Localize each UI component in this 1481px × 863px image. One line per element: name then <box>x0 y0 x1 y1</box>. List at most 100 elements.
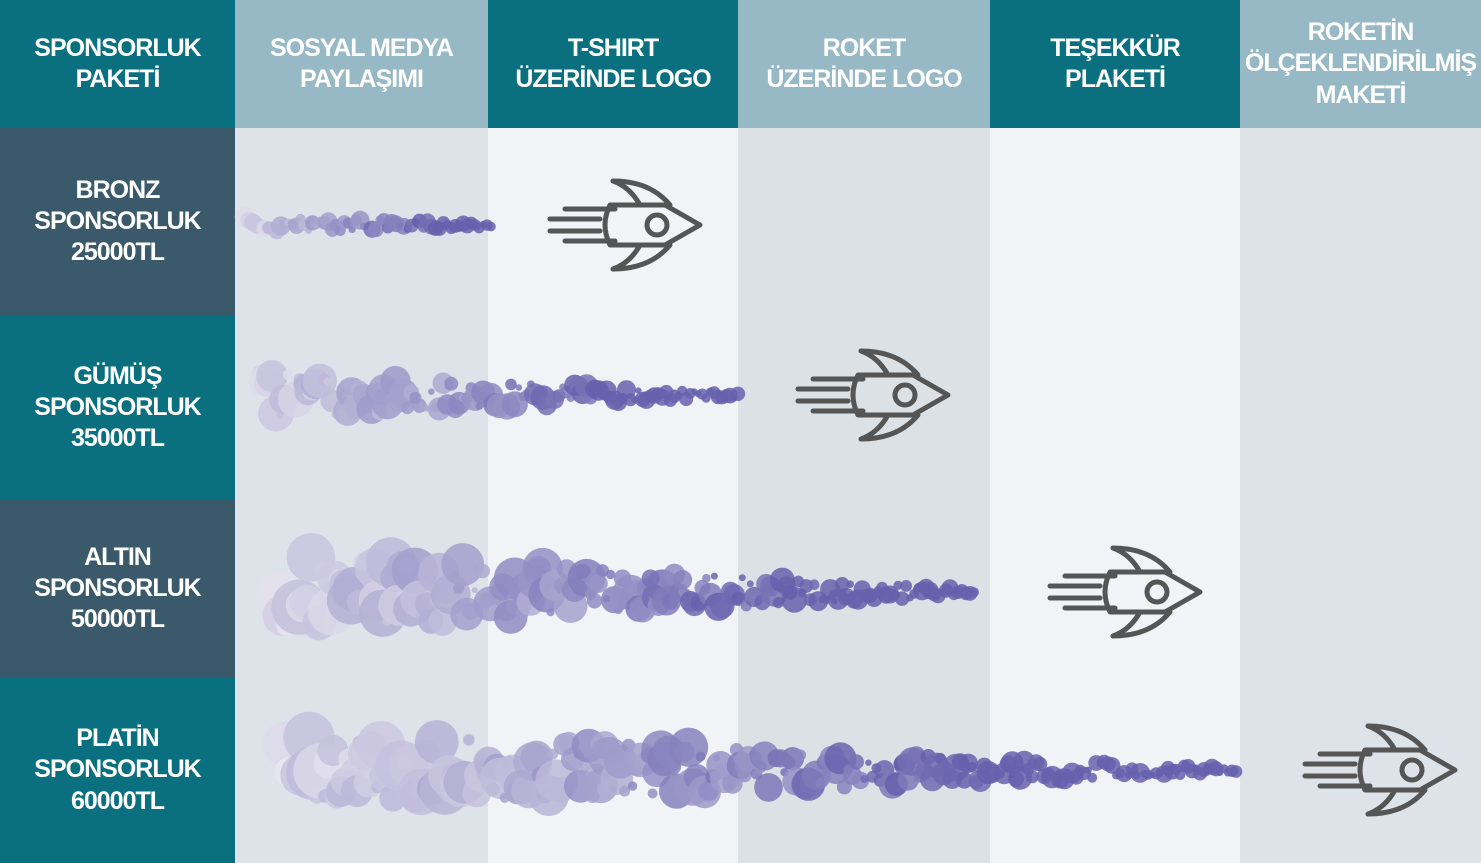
smoke <box>428 388 435 396</box>
smoke <box>746 580 754 588</box>
smoke <box>471 587 478 594</box>
text-line: ÜZERİNDE LOGO <box>515 65 711 93</box>
smoke <box>627 781 638 791</box>
smoke <box>414 720 459 764</box>
smoke <box>256 360 288 392</box>
text-line: PLAKETİ <box>1065 65 1166 93</box>
smoke <box>1084 766 1092 774</box>
column-header: ROKETİN ÖLÇEKLENDİRİLMİŞ MAKETİ <box>1240 0 1481 128</box>
text-line: TEŞEKKÜR <box>1050 33 1181 62</box>
smoke <box>710 572 718 580</box>
smoke <box>428 607 458 636</box>
smoke <box>589 574 608 593</box>
smoke <box>808 579 820 590</box>
smoke <box>934 752 946 765</box>
smoke <box>893 580 903 590</box>
rocket-part <box>644 212 670 238</box>
smoke <box>738 574 746 582</box>
text-line: ROKET <box>822 33 906 62</box>
smoke <box>695 751 706 762</box>
column-header: SPONSORLUK PAKETİ <box>0 0 235 128</box>
text-line: 35000TL <box>70 424 165 453</box>
smoke <box>1033 757 1048 772</box>
text-line: SPONSORLUK <box>34 755 201 784</box>
text-line: GÜMÜŞ <box>73 361 162 390</box>
smoke <box>323 377 332 386</box>
rocket-part <box>610 178 673 208</box>
smoke <box>701 393 711 403</box>
smoke <box>647 788 658 799</box>
text-line: ÜZERİNDE LOGO <box>766 65 962 93</box>
smoke <box>441 543 485 586</box>
text-line: PLATİN <box>76 724 159 753</box>
smoke <box>730 386 746 401</box>
smoke <box>486 221 496 232</box>
row-label: PLATİN SPONSORLUK 60000TL <box>0 677 235 863</box>
smoke <box>772 597 784 609</box>
smoke <box>894 591 910 606</box>
smoke <box>547 748 559 760</box>
smoke <box>969 587 979 598</box>
text-line: 60000TL <box>70 786 165 815</box>
rocket-part <box>1365 787 1428 817</box>
rocket-part <box>1110 545 1173 575</box>
rocket-part <box>602 202 703 248</box>
rocket-part <box>610 242 673 272</box>
text-line: SPONSORLUK <box>34 392 201 421</box>
smoke <box>475 563 491 579</box>
smoke <box>860 775 869 783</box>
rocket-part <box>858 348 921 378</box>
text-line: SPONSORLUK <box>34 573 201 602</box>
row-label: BRONZ SPONSORLUK 25000TL <box>0 128 235 315</box>
column-header: SOSYAL MEDYA PAYLAŞIMI <box>235 0 488 128</box>
row-label: GÜMÜŞ SPONSORLUK 35000TL <box>0 315 235 500</box>
text-line: T-SHIRT <box>567 33 659 62</box>
smoke <box>967 761 978 773</box>
smoke <box>515 384 523 391</box>
smoke <box>722 773 743 794</box>
text-line: 25000TL <box>70 238 165 267</box>
smoke <box>619 785 631 797</box>
rocket-icon <box>795 348 951 442</box>
column-header: T-SHIRT ÜZERİNDE LOGO <box>488 0 738 128</box>
rocket-icon <box>1047 545 1203 639</box>
column-body <box>738 128 990 863</box>
text-line: ALTIN <box>84 542 152 571</box>
column-header: TEŞEKKÜR PLAKETİ <box>990 0 1240 128</box>
rocket-part <box>850 372 951 418</box>
smoke <box>672 570 693 590</box>
smoke <box>1025 770 1039 784</box>
rocket-part <box>1399 757 1425 783</box>
rocket-part <box>1144 579 1170 605</box>
smoke <box>815 777 826 789</box>
text-line: PAYLAŞIMI <box>300 65 424 93</box>
rocket-part <box>1357 747 1458 793</box>
column-body <box>1240 128 1481 863</box>
rocket-part <box>1110 609 1173 639</box>
text-line: 50000TL <box>70 605 165 634</box>
smoke <box>444 376 459 391</box>
rocket-icon <box>1302 723 1458 817</box>
text-line: SOSYAL MEDYA <box>270 33 454 62</box>
smoke <box>731 591 746 606</box>
smoke <box>400 401 414 415</box>
smoke <box>1087 772 1098 783</box>
column-header: ROKET ÜZERİNDE LOGO <box>738 0 990 128</box>
smoke <box>900 580 912 592</box>
smoke <box>348 225 356 234</box>
rocket-icon <box>547 178 703 272</box>
smoke <box>614 606 623 615</box>
smoke <box>907 746 926 764</box>
smoke <box>702 573 711 583</box>
text-line: PAKETİ <box>75 65 161 93</box>
smoke <box>846 580 854 588</box>
text-line: BRONZ <box>75 175 161 204</box>
smoke <box>586 593 603 609</box>
smoke <box>463 734 475 746</box>
rocket-part <box>1365 723 1428 753</box>
column-body <box>990 128 1240 863</box>
smoke <box>368 221 384 238</box>
text-line: SPONSORLUK <box>34 206 201 235</box>
